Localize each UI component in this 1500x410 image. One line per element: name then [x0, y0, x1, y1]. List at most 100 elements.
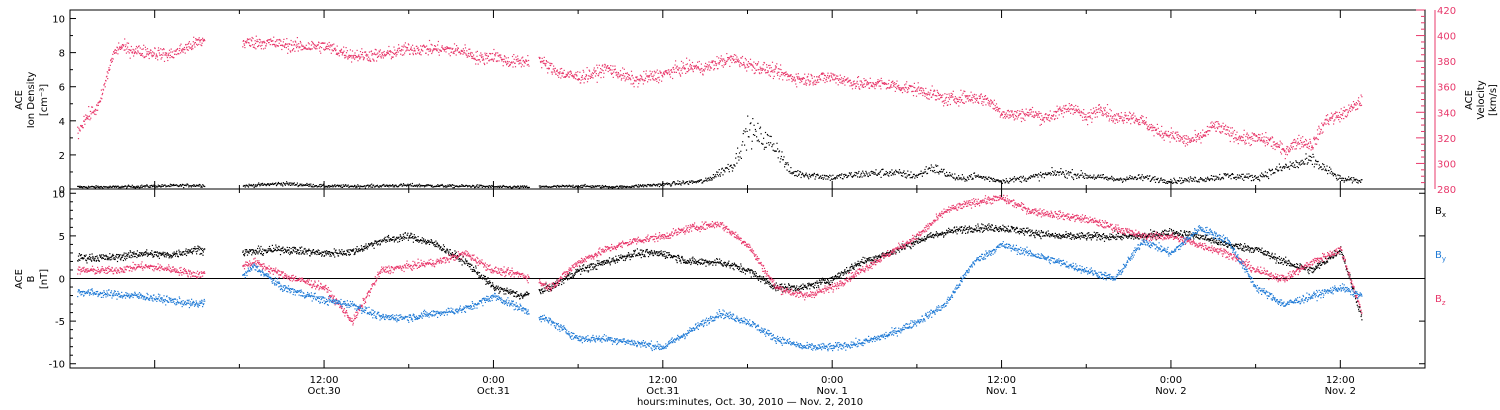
velocity-point	[931, 85, 933, 87]
velocity-point	[665, 71, 667, 74]
density-point	[146, 184, 148, 186]
velocity-point	[188, 41, 190, 43]
velocity-point	[1244, 143, 1246, 145]
velocity-point	[815, 81, 817, 83]
velocity-point	[1106, 116, 1108, 118]
density-point	[804, 174, 807, 176]
density-point	[650, 185, 652, 187]
density-point	[1151, 178, 1153, 180]
density-point	[820, 177, 822, 179]
velocity-point	[637, 86, 639, 88]
velocity-point	[1318, 125, 1320, 127]
velocity-point	[95, 113, 97, 116]
density-point	[342, 184, 344, 186]
velocity-point	[1251, 136, 1253, 138]
velocity-point	[826, 80, 828, 83]
density-point	[912, 175, 914, 178]
density-point	[1144, 177, 1146, 179]
velocity-point	[718, 63, 720, 65]
density-point	[991, 178, 993, 180]
velocity-point	[936, 95, 938, 97]
velocity-point	[722, 66, 724, 68]
velocity-point	[754, 67, 756, 69]
velocity-point	[715, 64, 717, 67]
density-point	[814, 178, 816, 180]
velocity-point	[516, 60, 518, 62]
density-point	[412, 185, 414, 187]
velocity-point	[539, 61, 542, 63]
density-point	[1109, 178, 1111, 180]
density-point	[904, 173, 906, 175]
velocity-point	[931, 96, 933, 98]
velocity-point	[204, 40, 206, 42]
velocity-point	[1334, 112, 1336, 115]
density-point	[1266, 176, 1268, 178]
velocity-point	[313, 44, 315, 46]
velocity-point	[296, 47, 298, 49]
velocity-point	[190, 43, 192, 45]
velocity-point	[539, 57, 541, 59]
density-point	[1132, 178, 1134, 180]
density-point	[902, 175, 904, 177]
velocity-point	[1001, 112, 1003, 114]
velocity-point	[312, 43, 315, 45]
velocity-point	[1348, 109, 1350, 111]
density-point	[629, 186, 631, 189]
density-point	[441, 183, 443, 186]
velocity-point	[887, 83, 890, 85]
velocity-point	[1197, 135, 1199, 137]
velocity-point	[179, 47, 181, 50]
velocity-point	[851, 88, 854, 90]
density-point	[906, 175, 908, 177]
bx-point	[77, 255, 80, 257]
density-point	[1231, 173, 1233, 175]
velocity-point	[406, 47, 409, 49]
velocity-point	[1175, 140, 1178, 142]
velocity-point	[290, 39, 292, 42]
density-point	[171, 184, 173, 186]
density-point	[575, 185, 577, 187]
velocity-point	[939, 94, 941, 96]
density-point	[200, 185, 203, 187]
density-point	[405, 184, 407, 186]
velocity-point	[840, 77, 843, 79]
velocity-point	[729, 65, 731, 67]
velocity-point	[1177, 134, 1179, 136]
velocity-point	[912, 95, 915, 97]
velocity-point	[995, 106, 997, 108]
density-point	[1288, 165, 1290, 168]
velocity-point	[1186, 135, 1188, 137]
density-point	[516, 186, 518, 188]
velocity-point	[1173, 137, 1175, 139]
velocity-point	[829, 79, 832, 81]
velocity-point	[142, 48, 144, 50]
density-point	[862, 172, 864, 174]
density-point	[1259, 174, 1261, 176]
velocity-point	[149, 53, 151, 55]
velocity-point	[730, 56, 732, 58]
density-point	[98, 186, 100, 189]
density-point	[244, 185, 246, 187]
density-point	[257, 183, 259, 185]
velocity-point	[423, 44, 425, 46]
velocity-point	[1327, 114, 1329, 116]
density-tick-label: 2	[59, 151, 65, 162]
velocity-point	[1040, 118, 1042, 120]
velocity-point	[797, 78, 799, 80]
velocity-point	[1282, 148, 1284, 150]
density-point	[736, 162, 738, 164]
velocity-point	[1032, 115, 1034, 117]
velocity-point	[766, 64, 768, 66]
velocity-point	[1284, 158, 1286, 160]
density-point	[865, 172, 868, 174]
velocity-point	[1098, 107, 1100, 110]
density-point	[1358, 180, 1360, 182]
velocity-point	[471, 57, 473, 59]
velocity-point	[1065, 104, 1067, 106]
density-point	[356, 186, 358, 188]
velocity-point	[1120, 117, 1122, 119]
velocity-point	[769, 67, 771, 69]
density-point	[1010, 179, 1012, 181]
velocity-point	[467, 54, 469, 56]
velocity-point	[778, 78, 780, 80]
